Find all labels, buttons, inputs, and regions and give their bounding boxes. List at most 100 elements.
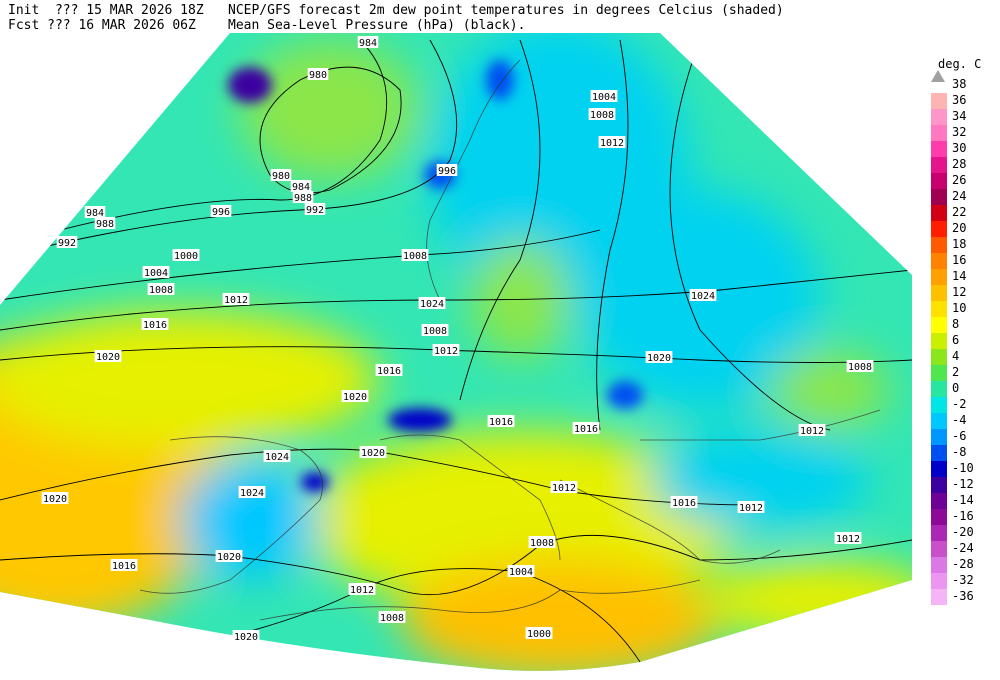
isobar-label-box xyxy=(487,415,515,427)
isobar-label: 992 xyxy=(58,238,76,249)
isobar-label-box xyxy=(110,559,138,571)
isobar-label-box xyxy=(307,68,329,80)
isobar-label-box xyxy=(56,236,78,248)
isobar-label-box xyxy=(846,360,874,372)
colorbar-label: 32 xyxy=(952,125,966,139)
isobar-label-box xyxy=(84,206,106,218)
colorbar-swatch xyxy=(931,349,947,365)
colorbar-swatch xyxy=(931,525,947,541)
colorbar-label: -16 xyxy=(952,509,974,523)
colorbar-label: 20 xyxy=(952,221,966,235)
isobar-label-box xyxy=(172,249,200,261)
colorbar-overflow xyxy=(931,70,945,82)
isobar-label: 996 xyxy=(212,207,230,218)
colorbar-swatch xyxy=(931,205,947,221)
forecast-time: Fcst ??? 16 MAR 2026 06Z xyxy=(8,18,196,33)
isobar-label-box xyxy=(359,446,387,458)
colorbar-swatch xyxy=(931,429,947,445)
isobar-label-box xyxy=(689,289,717,301)
isobar-label: 1012 xyxy=(350,585,374,596)
isobar-label-box xyxy=(401,249,429,261)
isobar-label-box xyxy=(436,164,458,176)
colorbar: 38363432302826242220181614121086420-2-4-… xyxy=(931,70,974,605)
isobar-label: 984 xyxy=(86,208,104,219)
isobar-label-box xyxy=(375,364,403,376)
colorbar-swatch xyxy=(931,269,947,285)
isobar-label: 1016 xyxy=(112,561,136,572)
isobar-label: 1020 xyxy=(234,632,258,643)
colorbar-label: -20 xyxy=(952,525,974,539)
isobar-label-box xyxy=(147,283,175,295)
colorbar-swatch xyxy=(931,397,947,413)
colorbar-swatch xyxy=(931,93,947,109)
isobar-label: 1016 xyxy=(489,417,513,428)
isobar-label: 988 xyxy=(96,219,114,230)
isobar-label-box xyxy=(528,536,556,548)
isobar-label-box xyxy=(418,297,446,309)
colorbar-swatch xyxy=(931,221,947,237)
colorbar-swatch xyxy=(931,157,947,173)
colorbar-swatch xyxy=(931,173,947,189)
colorbar-swatch xyxy=(931,445,947,461)
isobar-label-box xyxy=(737,501,765,513)
isobar-label-box xyxy=(421,324,449,336)
colorbar-swatch xyxy=(931,365,947,381)
colorbar-label: -6 xyxy=(952,429,966,443)
colorbar-label: 24 xyxy=(952,189,966,203)
isobar-label: 1012 xyxy=(224,295,248,306)
colorbar-label: -36 xyxy=(952,589,974,603)
isobar-label-box xyxy=(210,205,232,217)
isobar-label-box xyxy=(357,36,379,48)
isobar-label-box xyxy=(798,424,826,436)
colorbar-swatch xyxy=(931,141,947,157)
isobar-label: 1016 xyxy=(574,424,598,435)
isobar-label-box xyxy=(645,351,673,363)
isobar-label: 1012 xyxy=(800,426,824,437)
isobar-label-box xyxy=(270,169,292,181)
isobar-label: 1004 xyxy=(592,92,616,103)
isobar-label: 984 xyxy=(292,182,310,193)
isobar-label-box xyxy=(232,630,260,642)
isobar-label: 1008 xyxy=(380,613,404,624)
isobar-label: 1008 xyxy=(149,285,173,296)
colorbar-swatch xyxy=(931,381,947,397)
isobar-label: 1012 xyxy=(552,483,576,494)
isobar-label: 1024 xyxy=(265,452,289,463)
colorbar-label: 22 xyxy=(952,205,966,219)
colorbar-label: 26 xyxy=(952,173,966,187)
isobar-label: 1024 xyxy=(691,291,715,302)
colorbar-label: -2 xyxy=(952,397,966,411)
isobar-label: 1020 xyxy=(647,353,671,364)
colorbar-swatch xyxy=(931,301,947,317)
isobar-label: 1008 xyxy=(530,538,554,549)
isobar-label: 1020 xyxy=(43,494,67,505)
isobar-label-box xyxy=(550,481,578,493)
isobar-label: 1016 xyxy=(672,498,696,509)
isobar-label: 992 xyxy=(306,205,324,216)
colorbar-label: -32 xyxy=(952,573,974,587)
isobar-label: 1024 xyxy=(240,488,264,499)
isobar-label-box xyxy=(94,217,116,229)
colorbar-swatch xyxy=(931,589,947,605)
colorbar-label: 30 xyxy=(952,141,966,155)
colorbar-swatch xyxy=(931,573,947,589)
colorbar-label: 38 xyxy=(952,77,966,91)
isobar-label: 1024 xyxy=(420,299,444,310)
colorbar-label: 0 xyxy=(952,381,959,395)
colorbar-label: 18 xyxy=(952,237,966,251)
colorbar-swatch xyxy=(931,541,947,557)
isobar-label-box xyxy=(572,422,600,434)
colorbar-title: deg. C xyxy=(938,57,981,71)
isobar-label-box xyxy=(41,492,69,504)
isobar-label: 1008 xyxy=(848,362,872,373)
colorbar-label: -28 xyxy=(952,557,974,571)
colorbar-swatch xyxy=(931,413,947,429)
colorbar-swatch xyxy=(931,125,947,141)
isobar-label: 1008 xyxy=(423,326,447,337)
isobar-label-box xyxy=(432,344,460,356)
isobars xyxy=(0,39,912,663)
colorbar-label: 14 xyxy=(952,269,966,283)
isobar-label: 984 xyxy=(359,38,377,49)
isobar-label: 980 xyxy=(309,70,327,81)
